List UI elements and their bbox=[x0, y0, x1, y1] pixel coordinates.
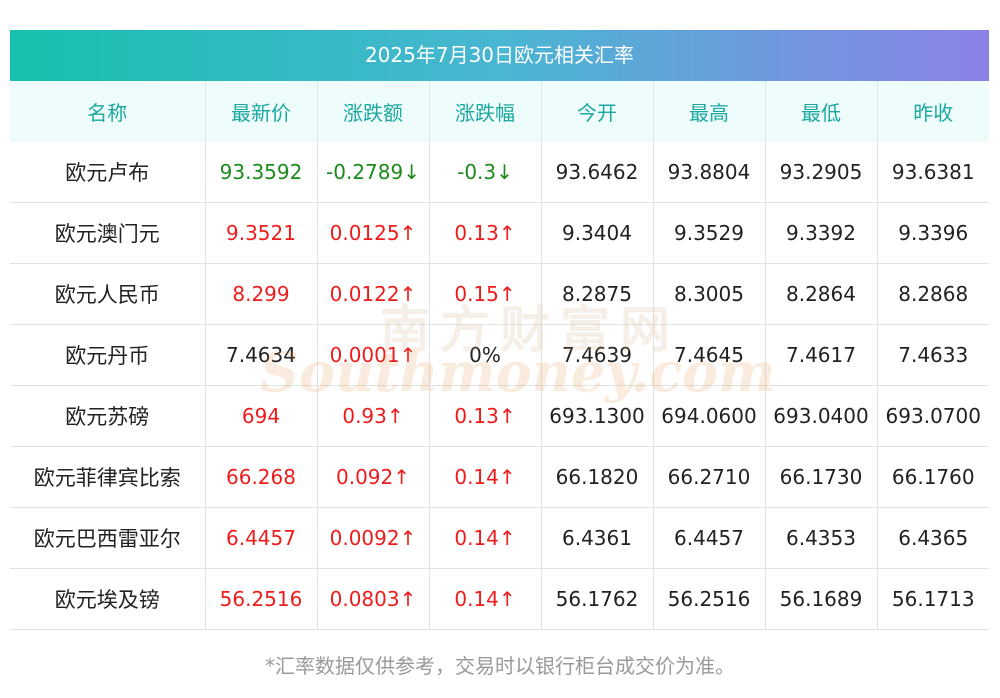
cell-low: 66.1730 bbox=[765, 446, 878, 508]
cell-prev-close: 693.0700 bbox=[877, 385, 989, 447]
cell-high: 8.3005 bbox=[653, 263, 766, 325]
cell-change: 0.0001↑ bbox=[317, 324, 430, 386]
cell-change: 0.0122↑ bbox=[317, 263, 430, 325]
cell-change-pct: 0.15↑ bbox=[429, 263, 542, 325]
cell-open: 7.4639 bbox=[541, 324, 654, 386]
cell-latest: 694 bbox=[205, 385, 318, 447]
cell-low: 7.4617 bbox=[765, 324, 878, 386]
table-row: 欧元澳门元 9.3521 0.0125↑ 0.13↑ 9.3404 9.3529 9.339… bbox=[10, 202, 989, 264]
cell-latest: 93.3592 bbox=[205, 142, 318, 203]
cell-latest: 7.4634 bbox=[205, 324, 318, 386]
cell-change: 0.93↑ bbox=[317, 385, 430, 447]
cell-latest: 66.268 bbox=[205, 446, 318, 508]
rates-panel: 2025年7月30日欧元相关汇率 名称 最新价 涨跌额 涨跌幅 今开 最高 最低… bbox=[10, 30, 989, 630]
cell-low: 8.2864 bbox=[765, 263, 878, 325]
cell-prev-close: 56.1713 bbox=[877, 568, 989, 630]
cell-name: 欧元丹币 bbox=[10, 324, 206, 386]
cell-low: 6.4353 bbox=[765, 507, 878, 569]
cell-change: 0.0125↑ bbox=[317, 202, 430, 264]
cell-open: 8.2875 bbox=[541, 263, 654, 325]
table-row: 欧元卢布 93.3592 -0.2789↓ -0.3↓ 93.6462 93.8804 93… bbox=[10, 142, 989, 203]
cell-open: 6.4361 bbox=[541, 507, 654, 569]
cell-open: 66.1820 bbox=[541, 446, 654, 508]
cell-low: 693.0400 bbox=[765, 385, 878, 447]
cell-high: 66.2710 bbox=[653, 446, 766, 508]
cell-prev-close: 7.4633 bbox=[877, 324, 989, 386]
table-title: 2025年7月30日欧元相关汇率 bbox=[10, 30, 989, 81]
cell-prev-close: 9.3396 bbox=[877, 202, 989, 264]
cell-change-pct: 0.14↑ bbox=[429, 568, 542, 630]
col-header-open: 今开 bbox=[541, 81, 654, 142]
col-header-change-pct: 涨跌幅 bbox=[429, 81, 542, 142]
col-header-name: 名称 bbox=[10, 81, 206, 142]
col-header-latest: 最新价 bbox=[205, 81, 318, 142]
cell-prev-close: 6.4365 bbox=[877, 507, 989, 569]
col-header-high: 最高 bbox=[653, 81, 766, 142]
cell-high: 9.3529 bbox=[653, 202, 766, 264]
table-row: 欧元苏磅 694 0.93↑ 0.13↑ 693.1300 694.0600 693.040… bbox=[10, 385, 989, 447]
cell-high: 6.4457 bbox=[653, 507, 766, 569]
table-row: 欧元埃及镑 56.2516 0.0803↑ 0.14↑ 56.1762 56.2516 56… bbox=[10, 568, 989, 630]
col-header-low: 最低 bbox=[765, 81, 878, 142]
rates-table: 名称 最新价 涨跌额 涨跌幅 今开 最高 最低 昨收 欧元卢布 93.3592 -0… bbox=[10, 81, 989, 630]
cell-change-pct: 0.13↑ bbox=[429, 202, 542, 264]
table-row: 欧元丹币 7.4634 0.0001↑ 0% 7.4639 7.4645 7.4617 7.4… bbox=[10, 324, 989, 386]
cell-change: 0.092↑ bbox=[317, 446, 430, 508]
cell-low: 56.1689 bbox=[765, 568, 878, 630]
cell-change-pct: -0.3↓ bbox=[429, 142, 542, 203]
cell-name: 欧元菲律宾比索 bbox=[10, 446, 206, 508]
cell-high: 7.4645 bbox=[653, 324, 766, 386]
cell-name: 欧元人民币 bbox=[10, 263, 206, 325]
cell-low: 93.2905 bbox=[765, 142, 878, 203]
cell-change-pct: 0.14↑ bbox=[429, 446, 542, 508]
cell-open: 93.6462 bbox=[541, 142, 654, 203]
cell-open: 693.1300 bbox=[541, 385, 654, 447]
cell-low: 9.3392 bbox=[765, 202, 878, 264]
cell-open: 56.1762 bbox=[541, 568, 654, 630]
cell-change-pct: 0.14↑ bbox=[429, 507, 542, 569]
cell-latest: 56.2516 bbox=[205, 568, 318, 630]
cell-name: 欧元巴西雷亚尔 bbox=[10, 507, 206, 569]
cell-latest: 6.4457 bbox=[205, 507, 318, 569]
cell-prev-close: 66.1760 bbox=[877, 446, 989, 508]
cell-high: 56.2516 bbox=[653, 568, 766, 630]
table-row: 欧元巴西雷亚尔 6.4457 0.0092↑ 0.14↑ 6.4361 6.4457 6.4… bbox=[10, 507, 989, 569]
cell-high: 93.8804 bbox=[653, 142, 766, 203]
col-header-change: 涨跌额 bbox=[317, 81, 430, 142]
cell-change: -0.2789↓ bbox=[317, 142, 430, 203]
cell-prev-close: 8.2868 bbox=[877, 263, 989, 325]
col-header-prev-close: 昨收 bbox=[877, 81, 989, 142]
cell-prev-close: 93.6381 bbox=[877, 142, 989, 203]
cell-open: 9.3404 bbox=[541, 202, 654, 264]
cell-latest: 9.3521 bbox=[205, 202, 318, 264]
table-header-row: 名称 最新价 涨跌额 涨跌幅 今开 最高 最低 昨收 bbox=[10, 81, 989, 142]
cell-high: 694.0600 bbox=[653, 385, 766, 447]
cell-change: 0.0803↑ bbox=[317, 568, 430, 630]
cell-name: 欧元苏磅 bbox=[10, 385, 206, 447]
table-row: 欧元人民币 8.299 0.0122↑ 0.15↑ 8.2875 8.3005 8.2864… bbox=[10, 263, 989, 325]
cell-name: 欧元澳门元 bbox=[10, 202, 206, 264]
cell-change-pct: 0.13↑ bbox=[429, 385, 542, 447]
disclaimer-note: *汇率数据仅供参考，交易时以银行柜台成交价为准。 bbox=[265, 654, 735, 678]
cell-name: 欧元埃及镑 bbox=[10, 568, 206, 630]
table-row: 欧元菲律宾比索 66.268 0.092↑ 0.14↑ 66.1820 66.2710 66… bbox=[10, 446, 989, 508]
cell-change: 0.0092↑ bbox=[317, 507, 430, 569]
cell-name: 欧元卢布 bbox=[10, 142, 206, 203]
cell-latest: 8.299 bbox=[205, 263, 318, 325]
cell-change-pct: 0% bbox=[429, 324, 542, 386]
